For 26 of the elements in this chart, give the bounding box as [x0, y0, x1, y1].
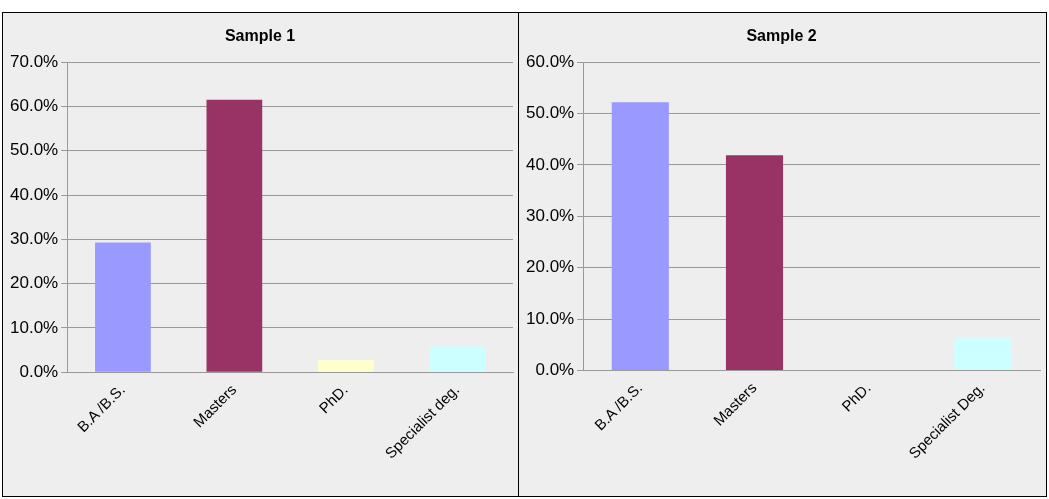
y-tick-label: 20.0% [10, 273, 59, 293]
y-tick-label: 20.0% [526, 257, 575, 277]
y-tick-label: 60.0% [526, 51, 575, 71]
bar [611, 102, 669, 371]
bar [206, 99, 263, 372]
y-tick-label: 10.0% [526, 308, 575, 328]
y-tick-label: 0.0% [19, 361, 59, 381]
bar [317, 360, 374, 372]
chart-title: Sample 1 [224, 27, 296, 45]
x-tick-label: B.A /B.S. [73, 380, 128, 436]
y-tick-label: 0.0% [535, 360, 575, 380]
chart-title: Sample 2 [746, 27, 817, 45]
y-tick-label: 70.0% [10, 51, 59, 71]
y-tick-label: 10.0% [10, 317, 59, 337]
bar [954, 338, 1012, 371]
y-tick-label: 30.0% [10, 229, 59, 249]
y-tick-label: 40.0% [526, 154, 575, 174]
bar [95, 242, 151, 372]
y-tick-label: 30.0% [526, 206, 575, 226]
x-tick-label: PhD. [838, 378, 874, 415]
y-tick-label: 40.0% [10, 184, 59, 204]
bar [725, 155, 784, 371]
bar [429, 346, 486, 372]
y-tick-label: 50.0% [10, 140, 59, 160]
y-tick-label: 60.0% [10, 96, 59, 116]
y-tick-label: 50.0% [526, 103, 575, 123]
